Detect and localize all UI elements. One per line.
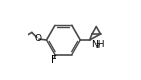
- Text: F: F: [51, 55, 57, 65]
- Text: NH: NH: [91, 40, 104, 49]
- Text: O: O: [35, 34, 42, 43]
- Text: 2: 2: [95, 43, 100, 49]
